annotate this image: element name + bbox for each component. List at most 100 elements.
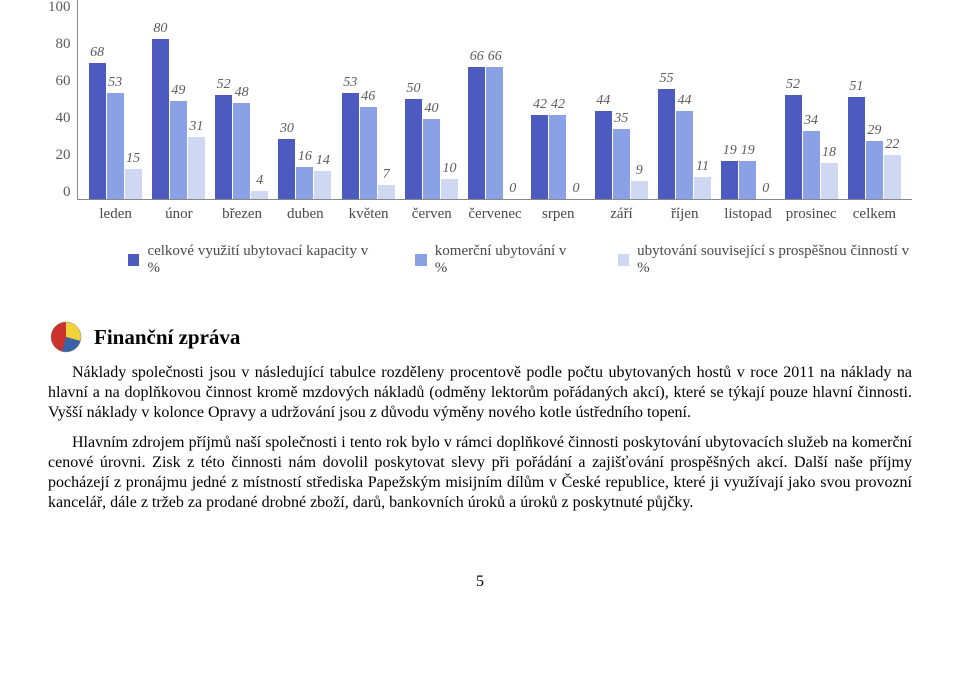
y-tick-label: 0 <box>63 185 71 200</box>
bar: 7 <box>378 185 395 199</box>
x-tick-label: leden <box>84 206 147 223</box>
bar-value-label: 14 <box>316 153 330 169</box>
bar: 9 <box>631 181 648 199</box>
legend-item: komerční ubytování v % <box>415 243 575 277</box>
bar-group: 554411 <box>658 89 711 199</box>
bar: 53 <box>342 93 359 199</box>
bar-value-label: 31 <box>189 119 203 135</box>
bar: 4 <box>251 191 268 199</box>
bar-value-label: 42 <box>533 97 547 113</box>
bar-value-label: 7 <box>383 167 390 183</box>
bar-group: 512922 <box>848 97 901 199</box>
bar-value-label: 66 <box>488 49 502 65</box>
x-tick-label: prosinec <box>780 206 843 223</box>
bar-group: 685315 <box>89 63 142 199</box>
x-tick-label: celkem <box>843 206 906 223</box>
bar: 42 <box>549 115 566 199</box>
bar-value-label: 18 <box>822 145 836 161</box>
bar: 22 <box>884 155 901 199</box>
bar-value-label: 46 <box>361 89 375 105</box>
legend-item: celkové využití ubytovací kapacity v % <box>128 243 373 277</box>
x-tick-label: listopad <box>716 206 779 223</box>
bar-value-label: 42 <box>551 97 565 113</box>
legend-swatch <box>415 254 426 266</box>
bar-value-label: 0 <box>572 181 579 197</box>
bar-group: 523418 <box>785 95 838 199</box>
bar: 50 <box>405 99 422 199</box>
bar-group: 804931 <box>152 39 205 199</box>
x-tick-label: květen <box>337 206 400 223</box>
bar-group: 66660 <box>468 67 521 199</box>
bar: 35 <box>613 129 630 199</box>
x-tick-label: červen <box>400 206 463 223</box>
bar: 44 <box>676 111 693 199</box>
legend-label: komerční ubytování v % <box>435 243 576 277</box>
bar: 51 <box>848 97 865 199</box>
bar-group: 52484 <box>215 95 268 199</box>
bar: 40 <box>423 119 440 199</box>
financial-report: Finanční zpráva Náklady společnosti jsou… <box>48 319 912 513</box>
bar-value-label: 30 <box>280 121 294 137</box>
bar-value-label: 35 <box>614 111 628 127</box>
bar-value-label: 44 <box>596 93 610 109</box>
bar: 80 <box>152 39 169 199</box>
bar: 68 <box>89 63 106 199</box>
bar-value-label: 19 <box>723 143 737 159</box>
bar: 11 <box>694 177 711 199</box>
y-tick-label: 80 <box>56 37 71 52</box>
bar-value-label: 52 <box>786 77 800 93</box>
bar: 14 <box>314 171 331 199</box>
legend-label: celkové využití ubytovací kapacity v % <box>147 243 373 277</box>
x-tick-label: červenec <box>463 206 526 223</box>
bar-value-label: 51 <box>849 79 863 95</box>
bar-group: 53467 <box>342 93 395 199</box>
bar-group: 504010 <box>405 99 458 199</box>
x-tick-label: srpen <box>527 206 590 223</box>
bar: 48 <box>233 103 250 199</box>
bar-value-label: 0 <box>762 181 769 197</box>
chart-plot: 6853158049315248430161453467504010666604… <box>77 0 913 200</box>
legend-item: ubytování související s prospěšnou činno… <box>618 243 912 277</box>
bar-chart: 100806040200 685315804931524843016145346… <box>48 0 912 277</box>
report-paragraph: Náklady společnosti jsou v následující t… <box>48 363 912 423</box>
x-tick-label: únor <box>147 206 210 223</box>
bar-value-label: 48 <box>235 85 249 101</box>
y-tick-label: 40 <box>56 111 71 126</box>
bar-value-label: 34 <box>804 113 818 129</box>
bar-value-label: 52 <box>217 77 231 93</box>
bar-value-label: 16 <box>298 149 312 165</box>
x-tick-label: březen <box>210 206 273 223</box>
bar-value-label: 15 <box>126 151 140 167</box>
bar-group: 44359 <box>595 111 648 199</box>
report-title: Finanční zpráva <box>94 325 240 350</box>
bar-group: 301614 <box>278 139 331 199</box>
bar: 49 <box>170 101 187 199</box>
bar: 31 <box>188 137 205 199</box>
bar: 16 <box>296 167 313 199</box>
bar-value-label: 22 <box>885 137 899 153</box>
bar-value-label: 44 <box>678 93 692 109</box>
bar-value-label: 50 <box>406 81 420 97</box>
bar: 52 <box>785 95 802 199</box>
bar-value-label: 19 <box>741 143 755 159</box>
bar: 29 <box>866 141 883 199</box>
bar: 19 <box>721 161 738 199</box>
page-number: 5 <box>48 573 912 591</box>
bar-value-label: 11 <box>696 159 709 175</box>
bar: 46 <box>360 107 377 199</box>
x-tick-label: duben <box>274 206 337 223</box>
x-tick-label: říjen <box>653 206 716 223</box>
report-paragraph: Hlavním zdrojem příjmů naší společnosti … <box>48 433 912 513</box>
bar-value-label: 40 <box>424 101 438 117</box>
bar: 66 <box>486 67 503 199</box>
bar: 42 <box>531 115 548 199</box>
y-tick-label: 60 <box>56 74 71 89</box>
y-tick-label: 100 <box>48 0 71 15</box>
bar-value-label: 4 <box>256 173 263 189</box>
x-axis: ledenúnorbřezendubenkvětenčervenčervenec… <box>78 200 912 223</box>
bar-value-label: 29 <box>867 123 881 139</box>
legend-label: ubytování související s prospěšnou činno… <box>637 243 912 277</box>
bar: 19 <box>739 161 756 199</box>
chart-legend: celkové využití ubytovací kapacity v % ko… <box>128 243 912 277</box>
pie-chart-icon <box>48 319 84 355</box>
